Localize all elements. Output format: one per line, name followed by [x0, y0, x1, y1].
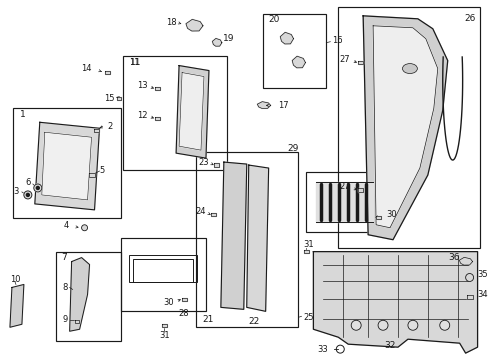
Text: 16: 16	[332, 36, 342, 45]
Polygon shape	[75, 320, 79, 323]
Circle shape	[24, 191, 32, 199]
Polygon shape	[214, 163, 219, 167]
Text: 23: 23	[198, 158, 208, 167]
Bar	[338, 7, 479, 248]
Text: 18: 18	[166, 18, 177, 27]
Bar	[121, 238, 205, 311]
Text: 31: 31	[159, 331, 169, 340]
Polygon shape	[357, 188, 362, 192]
Polygon shape	[257, 102, 270, 108]
Polygon shape	[375, 216, 380, 220]
Circle shape	[439, 320, 449, 330]
Text: 7: 7	[61, 253, 67, 262]
Text: 2: 2	[107, 122, 112, 131]
Polygon shape	[162, 324, 166, 327]
Text: 4: 4	[63, 221, 68, 230]
Text: 22: 22	[247, 317, 259, 326]
Text: 15: 15	[104, 94, 114, 103]
Circle shape	[34, 184, 41, 192]
Text: 13: 13	[136, 81, 147, 90]
Polygon shape	[466, 296, 471, 300]
Polygon shape	[372, 26, 437, 228]
Text: 10: 10	[10, 275, 20, 284]
Ellipse shape	[402, 64, 417, 73]
Bar	[129, 255, 197, 283]
Polygon shape	[179, 73, 203, 150]
Text: 36: 36	[447, 253, 459, 262]
Polygon shape	[94, 129, 99, 132]
Circle shape	[377, 320, 387, 330]
Polygon shape	[357, 61, 362, 64]
Polygon shape	[176, 66, 208, 158]
Bar	[123, 56, 226, 170]
Text: 24: 24	[195, 207, 205, 216]
Text: 32: 32	[384, 341, 395, 350]
Text: 19: 19	[223, 34, 234, 43]
Bar	[306, 172, 385, 232]
Text: 11: 11	[130, 58, 142, 67]
Circle shape	[81, 225, 87, 231]
Polygon shape	[304, 250, 308, 253]
Text: 35: 35	[477, 270, 487, 279]
Text: 26: 26	[463, 14, 475, 23]
Circle shape	[26, 193, 29, 197]
Polygon shape	[154, 117, 160, 120]
Text: 31: 31	[303, 240, 313, 249]
Text: 33: 33	[317, 345, 327, 354]
Text: 8: 8	[62, 283, 67, 292]
Text: 21: 21	[202, 315, 213, 324]
Text: 9: 9	[62, 315, 67, 324]
Text: 17: 17	[278, 101, 288, 110]
Bar	[133, 258, 193, 283]
Bar	[196, 152, 298, 327]
Bar	[56, 252, 121, 341]
Polygon shape	[280, 32, 293, 44]
Text: 30: 30	[385, 210, 396, 219]
Text: 12: 12	[137, 111, 147, 120]
Text: 5: 5	[99, 166, 104, 175]
Circle shape	[465, 274, 472, 282]
Text: 30: 30	[163, 298, 174, 307]
Polygon shape	[212, 39, 222, 46]
Polygon shape	[458, 257, 471, 265]
Bar	[13, 108, 121, 218]
Text: 3: 3	[13, 188, 18, 197]
Text: 34: 34	[477, 290, 487, 299]
Polygon shape	[41, 132, 91, 200]
Text: 29: 29	[287, 144, 299, 153]
Text: 6: 6	[26, 179, 31, 188]
Text: 1: 1	[20, 110, 25, 119]
Circle shape	[350, 320, 361, 330]
Polygon shape	[221, 162, 246, 309]
Circle shape	[407, 320, 417, 330]
Polygon shape	[292, 56, 305, 68]
Polygon shape	[363, 16, 447, 240]
Polygon shape	[181, 298, 186, 301]
Polygon shape	[246, 165, 268, 311]
Polygon shape	[10, 284, 24, 327]
Polygon shape	[117, 97, 121, 100]
Text: 11: 11	[129, 58, 140, 67]
Polygon shape	[185, 19, 203, 31]
Text: 28: 28	[179, 309, 189, 318]
Polygon shape	[154, 87, 160, 90]
Polygon shape	[211, 213, 216, 216]
Text: 27: 27	[339, 183, 349, 192]
Bar	[262, 14, 325, 89]
Polygon shape	[105, 71, 110, 74]
Text: 14: 14	[81, 64, 91, 73]
Circle shape	[36, 186, 39, 189]
Polygon shape	[313, 252, 477, 353]
Text: 25: 25	[303, 313, 313, 322]
Text: 27: 27	[339, 55, 349, 64]
Text: 20: 20	[268, 15, 280, 24]
Polygon shape	[69, 258, 89, 331]
Polygon shape	[88, 173, 94, 177]
Polygon shape	[316, 182, 372, 222]
Polygon shape	[35, 122, 99, 210]
